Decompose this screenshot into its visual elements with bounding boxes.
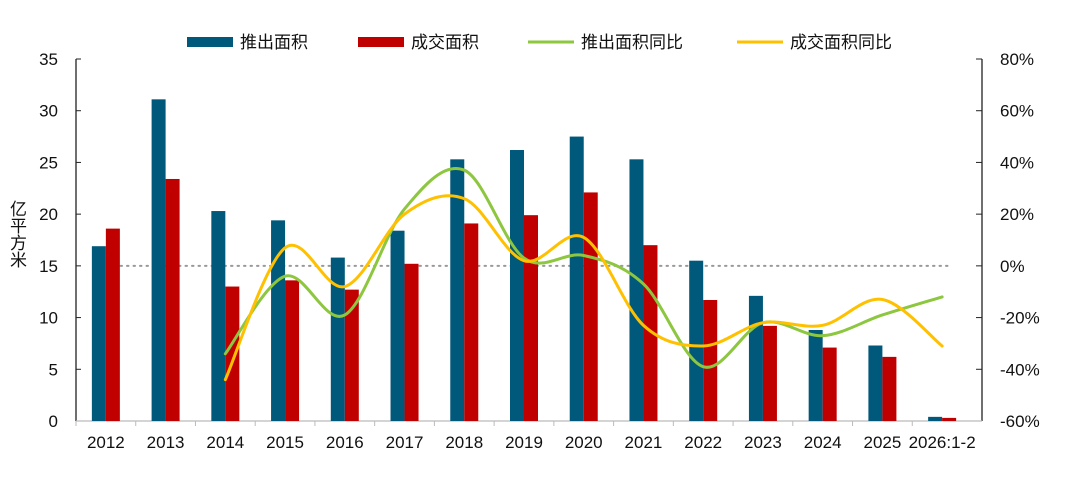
- x-tick-label: 2024: [804, 433, 842, 452]
- left-tick-label: 30: [39, 102, 58, 121]
- bar-推出面积-2022: [689, 260, 704, 421]
- right-tick-label: 0%: [1000, 257, 1025, 276]
- y-axis-label: 亿平方米: [7, 200, 26, 268]
- line-推出面积同比: [223, 167, 944, 369]
- left-tick-label: 15: [39, 257, 58, 276]
- bar-成交面积-2023: [762, 325, 777, 421]
- line-成交面积同比: [223, 194, 944, 382]
- left-tick-label: 10: [39, 309, 58, 328]
- bar-成交面积-2026:1-2: [942, 417, 957, 421]
- left-tick-label: 25: [39, 153, 58, 172]
- x-tick-label: 2013: [147, 433, 185, 452]
- x-tick-label: 2017: [386, 433, 424, 452]
- x-tick-label: 2023: [744, 433, 782, 452]
- bar-成交面积-2015: [285, 280, 300, 421]
- left-tick-label: 35: [39, 50, 58, 69]
- bar-成交面积-2024: [822, 347, 837, 421]
- bar-成交面积-2012: [105, 228, 120, 421]
- bar-推出面积-2026:1-2: [928, 416, 943, 421]
- bar-推出面积-2020: [569, 136, 584, 422]
- bar-成交面积-2019: [524, 215, 538, 421]
- right-tick-label: -20%: [1000, 309, 1040, 328]
- x-tick-label: 2015: [266, 433, 304, 452]
- left-tick-label: 20: [39, 205, 58, 224]
- legend-swatch: [187, 37, 233, 47]
- bar-推出面积-2025: [868, 345, 883, 421]
- x-tick-label: 2026:1-2: [909, 433, 976, 452]
- bar-成交面积-2017: [404, 263, 419, 421]
- x-tick-label: 2016: [326, 433, 364, 452]
- left-tick-label: 5: [49, 360, 58, 379]
- right-tick-label: 20%: [1000, 205, 1034, 224]
- x-tick-label: 2022: [684, 433, 722, 452]
- bar-推出面积-2013: [151, 99, 166, 421]
- legend-label: 成交面积同比: [790, 33, 892, 52]
- x-tick-label: 2012: [87, 433, 125, 452]
- right-tick-label: 60%: [1000, 102, 1034, 121]
- right-tick-label: -60%: [1000, 412, 1040, 431]
- right-tick-label: -40%: [1000, 360, 1040, 379]
- right-tick-label: 40%: [1000, 153, 1034, 172]
- bar-成交面积-2013: [165, 178, 180, 421]
- x-tick-label: 2025: [863, 433, 901, 452]
- bars: [91, 99, 957, 422]
- bar-成交面积-2025: [882, 356, 897, 421]
- bar-推出面积-2024: [808, 329, 823, 421]
- x-tick-label: 2014: [206, 433, 244, 452]
- bar-推出面积-2016: [330, 257, 345, 421]
- x-tick-label: 2019: [505, 433, 543, 452]
- bar-推出面积-2023: [748, 295, 763, 421]
- left-tick-label: 0: [49, 412, 58, 431]
- x-tick-label: 2021: [625, 433, 663, 452]
- lines: [223, 167, 944, 382]
- legend-label: 推出面积: [240, 33, 308, 52]
- bar-推出面积-2014: [211, 211, 226, 421]
- bar-推出面积-2012: [91, 246, 106, 421]
- bar-推出面积-2017: [390, 230, 405, 421]
- bar-成交面积-2018: [464, 223, 479, 421]
- bar-推出面积-2021: [629, 159, 644, 421]
- bar-推出面积-2019: [510, 150, 524, 421]
- bar-推出面积-2018: [450, 159, 465, 421]
- legend: 推出面积 成交面积 推出面积同比 成交面积同比: [187, 33, 892, 52]
- legend-swatch: [358, 37, 404, 47]
- bar-成交面积-2022: [703, 299, 718, 421]
- bar-成交面积-2016: [344, 289, 359, 421]
- bar-推出面积-2015: [271, 220, 286, 421]
- bar-成交面积-2014: [225, 286, 240, 421]
- bar-成交面积-2020: [583, 192, 598, 421]
- x-tick-label: 2018: [445, 433, 483, 452]
- right-tick-label: 80%: [1000, 50, 1034, 69]
- legend-label: 成交面积: [411, 33, 479, 52]
- legend-label: 推出面积同比: [581, 33, 683, 52]
- x-tick-label: 2020: [565, 433, 603, 452]
